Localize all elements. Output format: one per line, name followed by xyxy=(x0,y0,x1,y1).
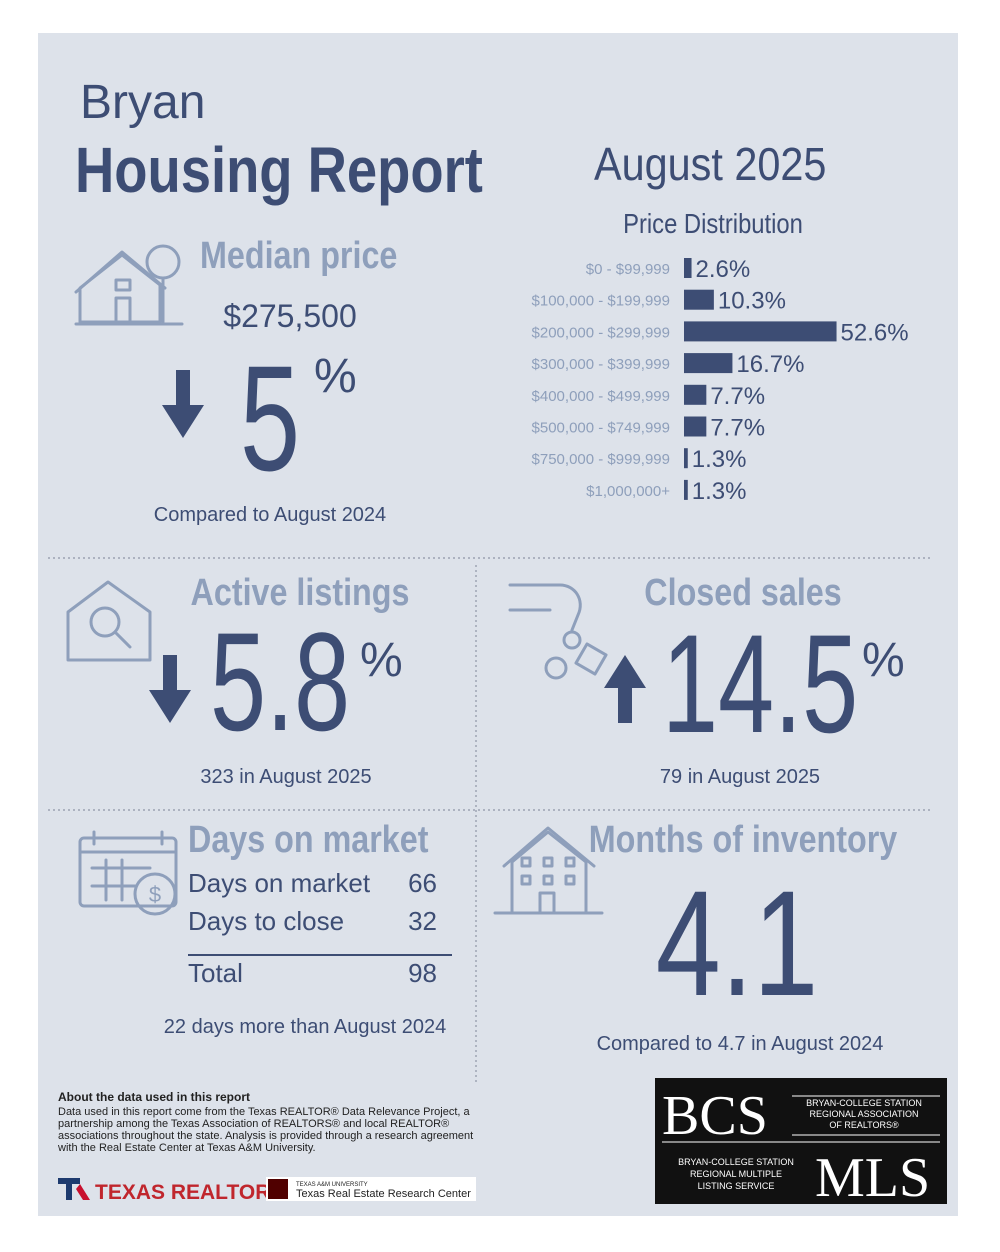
bar xyxy=(684,479,688,500)
keys-icon xyxy=(508,583,608,680)
row-value: 66 xyxy=(408,868,437,898)
house-icon xyxy=(74,244,184,326)
bar xyxy=(684,448,688,469)
percent-sign: % xyxy=(360,634,403,687)
category-label: $0 - $99,999 xyxy=(586,261,670,278)
note: 79 in August 2025 xyxy=(660,766,820,788)
category-label: $500,000 - $749,999 xyxy=(532,420,670,437)
up-arrow xyxy=(604,655,646,723)
percent-sign: % xyxy=(314,350,357,403)
note: Compared to August 2024 xyxy=(154,504,386,526)
texas-realtors-logo: TEXAS REALTORS xyxy=(58,1178,284,1204)
value-label: 10.3% xyxy=(718,288,786,315)
big-number: 14.5 xyxy=(662,606,858,762)
panel xyxy=(38,33,958,1216)
price-chart: $0 - $99,999 2.6% $100,000 - $199,999 10.3%… xyxy=(532,256,909,505)
logo-text: TEXAS REALTORS xyxy=(95,1181,284,1204)
building-icon xyxy=(493,826,604,915)
row-label: Total xyxy=(188,958,243,988)
chart-title: Price Distribution xyxy=(623,207,803,239)
value-label: 52.6% xyxy=(841,319,909,346)
period: August 2025 xyxy=(594,139,826,191)
value-label: 7.7% xyxy=(710,383,765,410)
big-number: 4.1 xyxy=(656,859,819,1027)
value-label: 1.3% xyxy=(692,446,747,473)
about-text: partnership among the Texas Association … xyxy=(58,1118,449,1130)
category-label: $100,000 - $199,999 xyxy=(532,293,670,310)
about-text: associations throughout the state. Analy… xyxy=(58,1130,473,1142)
search-house-icon xyxy=(66,580,152,662)
row-value: 98 xyxy=(408,958,437,988)
about-text: with the Real Estate Center at Texas A&M… xyxy=(57,1142,316,1154)
city: Bryan xyxy=(80,76,205,129)
bcs-logo: BCS BRYAN-COLLEGE STATION REGIONAL ASSOC… xyxy=(655,1078,947,1209)
mls-line: LISTING SERVICE xyxy=(698,1181,775,1191)
section-label: Closed sales xyxy=(644,572,841,614)
bar xyxy=(684,258,692,278)
median-price: $275,500 xyxy=(223,298,356,334)
category-label: $750,000 - $999,999 xyxy=(532,451,670,468)
category-label: $1,000,000+ xyxy=(586,483,670,500)
row-value: 32 xyxy=(408,906,437,936)
about-title: About the data used in this report xyxy=(58,1090,250,1104)
row-label: Days on market xyxy=(188,868,371,898)
big-number: 5.8 xyxy=(210,604,350,760)
logo-small: TEXAS A&M UNIVERSITY xyxy=(296,1182,368,1188)
value-label: 2.6% xyxy=(696,256,751,283)
value-label: 1.3% xyxy=(692,478,747,505)
section-label: Active listings xyxy=(191,572,410,614)
down-arrow xyxy=(149,655,191,723)
logo-text: Texas Real Estate Research Center xyxy=(296,1188,471,1200)
bcs-line: REGIONAL ASSOCIATION xyxy=(809,1109,918,1119)
dollar-icon: $ xyxy=(149,882,161,907)
bcs-line: BRYAN-COLLEGE STATION xyxy=(806,1098,922,1108)
bar xyxy=(684,289,714,310)
percent-sign: % xyxy=(862,634,905,687)
bcs-mark: BCS xyxy=(662,1085,768,1147)
section-label: Days on market xyxy=(188,819,429,861)
note: 22 days more than August 2024 xyxy=(164,1016,446,1038)
bar xyxy=(684,416,707,437)
big-number: 5 xyxy=(240,335,300,503)
bar xyxy=(684,321,837,342)
bar xyxy=(684,353,733,374)
value-label: 16.7% xyxy=(736,351,804,378)
mls-line: BRYAN-COLLEGE STATION xyxy=(678,1157,794,1167)
mls-line: REGIONAL MULTIPLE xyxy=(690,1169,782,1179)
calendar-icon xyxy=(78,830,178,916)
bar xyxy=(684,384,707,405)
bcs-line: OF REALTORS® xyxy=(829,1120,899,1130)
tamu-logo: TEXAS A&M UNIVERSITY Texas Real Estate R… xyxy=(266,1177,476,1201)
category-label: $300,000 - $399,999 xyxy=(532,356,670,373)
section-label: Months of inventory xyxy=(589,819,898,861)
mls-mark: MLS xyxy=(815,1147,930,1209)
down-arrow xyxy=(162,370,204,438)
section-label: Median price xyxy=(200,235,397,277)
category-label: $400,000 - $499,999 xyxy=(532,388,670,405)
row-label: Days to close xyxy=(188,906,344,936)
about-text: Data used in this report come from the T… xyxy=(58,1106,471,1118)
note: Compared to 4.7 in August 2024 xyxy=(597,1033,884,1055)
note: 323 in August 2025 xyxy=(200,766,371,788)
category-label: $200,000 - $299,999 xyxy=(532,324,670,341)
value-label: 7.7% xyxy=(710,415,765,442)
title: Housing Report xyxy=(75,134,483,206)
